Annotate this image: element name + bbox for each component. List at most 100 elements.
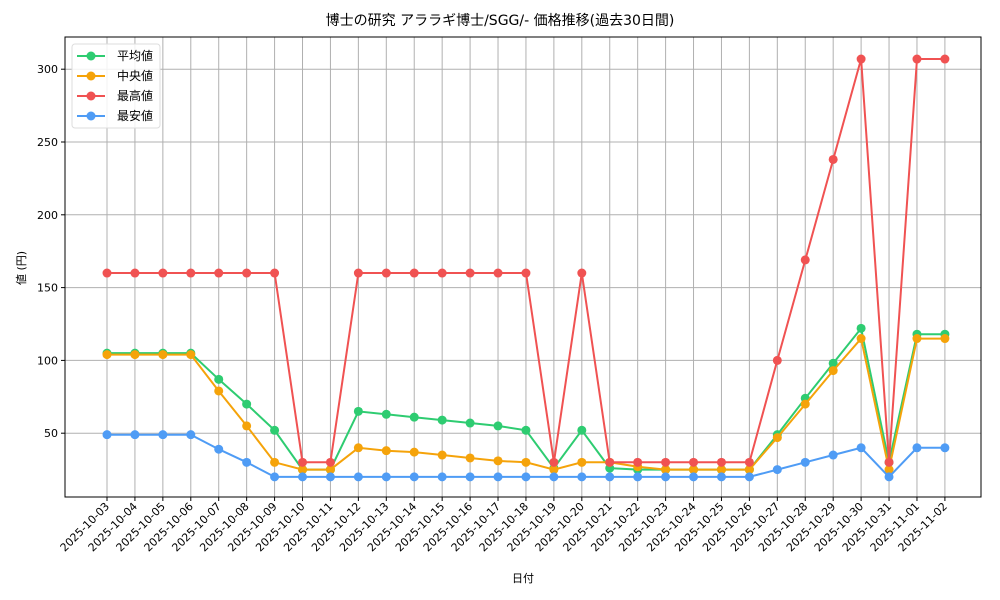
data-point <box>912 54 922 64</box>
legend-box <box>71 43 161 129</box>
data-point <box>521 457 531 467</box>
data-point <box>242 457 252 467</box>
data-point <box>828 358 838 368</box>
data-point <box>270 472 280 482</box>
data-point <box>856 334 866 344</box>
data-point <box>270 457 280 467</box>
data-point <box>298 465 308 475</box>
legend-item: 中央値 <box>77 68 153 83</box>
data-point <box>661 457 671 467</box>
data-series <box>102 54 950 482</box>
y-tick-label: 50 <box>44 427 58 440</box>
data-point <box>381 446 391 456</box>
data-point <box>214 268 224 278</box>
data-point <box>772 465 782 475</box>
data-point <box>214 444 224 454</box>
data-point <box>772 355 782 365</box>
legend-item: 平均値 <box>77 48 153 63</box>
data-point <box>242 268 252 278</box>
legend-marker-icon <box>86 51 96 61</box>
data-point <box>186 430 196 440</box>
data-point <box>605 457 615 467</box>
data-point <box>270 425 280 435</box>
data-point <box>437 268 447 278</box>
data-point <box>549 472 559 482</box>
x-axis: 2025-10-032025-10-042025-10-052025-10-06… <box>58 497 950 554</box>
data-point <box>186 268 196 278</box>
data-point <box>577 457 587 467</box>
data-point <box>102 430 112 440</box>
legend-marker-icon <box>86 91 96 101</box>
data-point <box>158 268 168 278</box>
legend-marker-icon <box>86 111 96 121</box>
data-point <box>549 457 559 467</box>
data-point <box>381 409 391 419</box>
x-axis-label: 日付 <box>512 572 534 585</box>
data-point <box>102 350 112 360</box>
data-point <box>437 472 447 482</box>
data-point <box>409 412 419 422</box>
data-point <box>828 154 838 164</box>
data-point <box>325 465 335 475</box>
data-point <box>689 457 699 467</box>
data-point <box>800 457 810 467</box>
data-point <box>884 472 894 482</box>
data-point <box>940 443 950 453</box>
data-point <box>158 430 168 440</box>
series-line <box>102 430 950 482</box>
data-point <box>772 433 782 443</box>
data-point <box>828 366 838 376</box>
chart-title: 博士の研究 アララギ博士/SGG/- 価格推移(過去30日間) <box>325 13 675 29</box>
data-point <box>437 415 447 425</box>
data-point <box>800 399 810 409</box>
data-point <box>465 418 475 428</box>
data-point <box>856 54 866 64</box>
data-point <box>884 465 894 475</box>
data-point <box>577 472 587 482</box>
data-point <box>353 472 363 482</box>
y-tick-label: 200 <box>37 209 58 222</box>
data-point <box>744 472 754 482</box>
data-point <box>633 457 643 467</box>
legend-item: 最安値 <box>77 108 153 123</box>
y-axis: 50 100 150 200 250 300 <box>37 63 65 440</box>
data-point <box>716 457 726 467</box>
data-point <box>465 472 475 482</box>
data-point <box>158 350 168 360</box>
legend-item: 最高値 <box>77 88 153 103</box>
data-point <box>884 457 894 467</box>
data-point <box>437 450 447 460</box>
data-point <box>186 350 196 360</box>
data-point <box>493 421 503 431</box>
legend-label: 最安値 <box>117 108 153 123</box>
data-point <box>214 386 224 396</box>
data-point <box>409 472 419 482</box>
data-point <box>521 268 531 278</box>
data-point <box>661 472 671 482</box>
data-point <box>940 54 950 64</box>
data-point <box>493 472 503 482</box>
data-point <box>521 425 531 435</box>
data-point <box>325 472 335 482</box>
data-point <box>465 268 475 278</box>
data-point <box>577 268 587 278</box>
y-tick-label: 100 <box>37 354 58 367</box>
data-point <box>353 406 363 416</box>
grid-lines <box>65 37 981 497</box>
data-point <box>689 465 699 475</box>
plot-area-frame <box>64 36 982 498</box>
data-point <box>493 268 503 278</box>
data-point <box>242 421 252 431</box>
data-point <box>912 443 922 453</box>
data-point <box>716 465 726 475</box>
series-line <box>102 54 950 467</box>
data-point <box>298 457 308 467</box>
legend-label: 平均値 <box>117 48 153 63</box>
data-point <box>577 425 587 435</box>
data-point <box>270 268 280 278</box>
data-point <box>744 457 754 467</box>
data-point <box>130 268 140 278</box>
y-axis-label: 値 (円) <box>15 251 28 285</box>
data-point <box>521 472 531 482</box>
